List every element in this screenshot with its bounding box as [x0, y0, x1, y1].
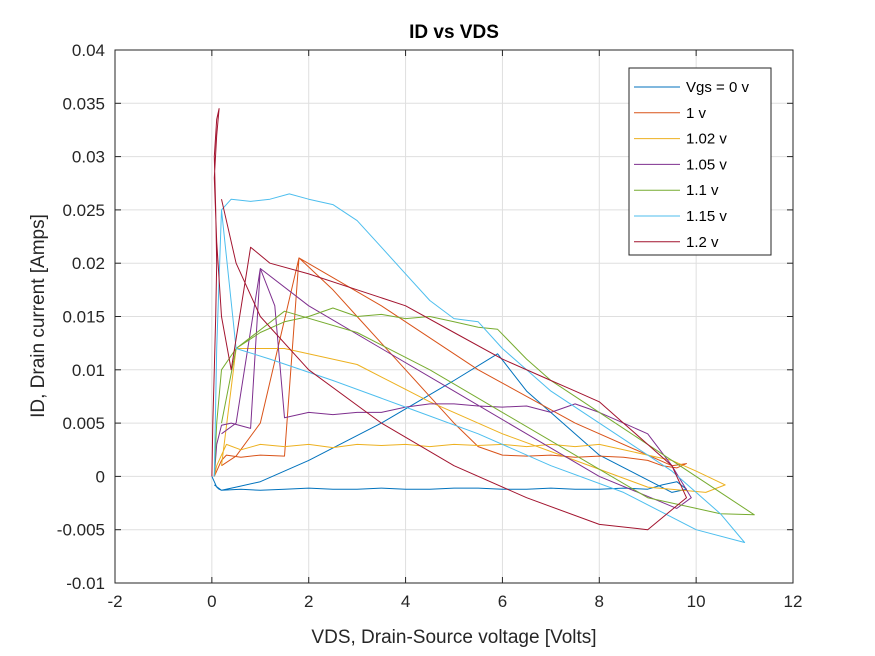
legend-label-6: 1.2 v	[686, 234, 719, 251]
y-tick-label: 0.025	[62, 201, 105, 220]
x-tick-label: 4	[401, 592, 410, 611]
y-axis-ticks: -0.01 -0.005 0 0.005 0.01 0.015 0.02 0.025 0.03 0…	[57, 41, 793, 593]
legend-label-4: 1.1 v	[686, 182, 719, 199]
y-tick-label: -0.01	[66, 574, 105, 593]
legend-label-5: 1.15 v	[686, 208, 727, 225]
y-tick-label: 0.03	[72, 148, 105, 167]
y-tick-label: 0.005	[62, 414, 105, 433]
y-tick-label: 0.015	[62, 308, 105, 327]
legend-label-1: 1 v	[686, 105, 707, 122]
legend-label-0: Vgs = 0 v	[686, 79, 749, 96]
x-tick-label: 10	[687, 592, 706, 611]
y-tick-label: 0	[96, 467, 105, 486]
x-axis-label: VDS, Drain-Source voltage [Volts]	[311, 627, 596, 648]
series-line-3	[213, 268, 692, 509]
legend: Vgs = 0 v 1 v 1.02 v 1.05 v 1.1 v 1.15 v 1.2 v	[628, 67, 772, 256]
series-line-0	[211, 353, 687, 493]
y-tick-label: 0.035	[62, 94, 105, 113]
chart-title: ID vs VDS	[409, 22, 499, 43]
y-tick-label: 0.01	[72, 361, 105, 380]
x-tick-label: 2	[304, 592, 313, 611]
legend-label-3: 1.05 v	[686, 156, 727, 173]
series-line-6	[211, 108, 687, 531]
x-tick-label: -2	[107, 592, 122, 611]
x-tick-label: 6	[498, 592, 507, 611]
y-axis-label: ID, Drain current [Amps]	[28, 214, 49, 418]
y-tick-label: 0.02	[72, 254, 105, 273]
x-tick-label: 0	[207, 592, 216, 611]
x-tick-label: 12	[784, 592, 803, 611]
series-line-4	[213, 307, 755, 516]
series-line-1	[213, 257, 687, 477]
series-line-2	[213, 348, 726, 493]
x-tick-label: 8	[595, 592, 604, 611]
x-axis-ticks: -2 0 2 4 6 8 10 12	[107, 50, 802, 611]
y-tick-label: 0.04	[72, 41, 105, 60]
series-line-5	[213, 193, 746, 543]
legend-box	[628, 67, 772, 256]
y-tick-label: -0.005	[57, 521, 105, 540]
legend-label-2: 1.02 v	[686, 131, 727, 148]
series-layer	[211, 108, 755, 543]
